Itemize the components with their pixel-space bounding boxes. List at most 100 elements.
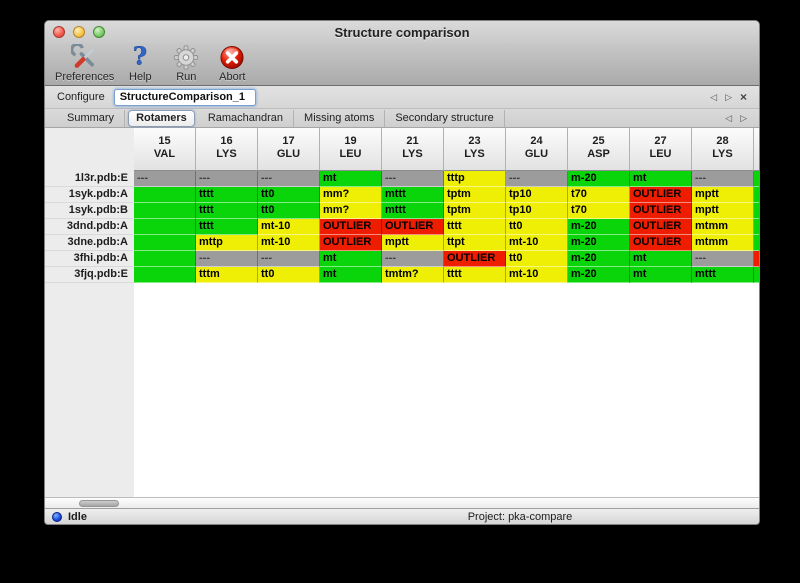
rotamer-cell[interactable]: tmtm?	[382, 267, 444, 283]
run-button[interactable]: Run	[166, 44, 206, 83]
rotamer-cell[interactable]	[134, 219, 196, 235]
rotamer-cell[interactable]: tttt	[196, 219, 258, 235]
rotamer-cell[interactable]: t70	[568, 203, 630, 219]
rotamer-cell[interactable]: m-20	[568, 235, 630, 251]
prev-tab-icon[interactable]: ◁	[725, 113, 733, 123]
rotamer-cell[interactable]: mt	[630, 251, 692, 267]
rotamer-cell[interactable]: mt	[320, 171, 382, 187]
rotamer-cell[interactable]: tp10	[506, 203, 568, 219]
prev-config-icon[interactable]: ◁	[710, 92, 718, 102]
tab-ramachandran[interactable]: Ramachandran	[198, 109, 295, 127]
preferences-button[interactable]: Preferences	[55, 44, 114, 83]
rotamer-cell[interactable]: ---	[196, 251, 258, 267]
rotamer-cell[interactable]: tp10	[506, 187, 568, 203]
rotamer-cell[interactable]: ---	[258, 171, 320, 187]
rotamer-cell[interactable]: mttt	[382, 203, 444, 219]
column-header-25[interactable]: 25 ASP	[568, 128, 630, 171]
rotamer-cell[interactable]: mm?	[320, 187, 382, 203]
rotamer-cell[interactable]: m-20	[568, 267, 630, 283]
rotamer-cell[interactable]: m-20	[568, 251, 630, 267]
rotamer-cell[interactable]: tptm	[444, 187, 506, 203]
rotamer-cell[interactable]: mptt	[692, 187, 754, 203]
rotamer-cell[interactable]: mt-10	[258, 235, 320, 251]
rotamer-cell[interactable]: ---	[382, 251, 444, 267]
rotamer-cell[interactable]: m-20	[568, 171, 630, 187]
rotamer-cell[interactable]: mt-10	[258, 219, 320, 235]
column-header-17[interactable]: 17 GLU	[258, 128, 320, 171]
close-config-icon[interactable]: ×	[739, 90, 747, 104]
rotamer-cell[interactable]: tttm	[196, 267, 258, 283]
rotamer-cell[interactable]: mt	[630, 267, 692, 283]
rotamer-cell[interactable]	[134, 267, 196, 283]
rotamer-cell-partial[interactable]	[754, 171, 759, 187]
rotamer-cell[interactable]: mttp	[196, 235, 258, 251]
rotamer-cell[interactable]: ttpt	[444, 235, 506, 251]
minimize-window-button[interactable]	[73, 26, 85, 38]
rotamer-cell[interactable]: mttt	[382, 187, 444, 203]
rotamer-cell[interactable]: tttt	[196, 203, 258, 219]
column-header-15[interactable]: 15 VAL	[134, 128, 196, 171]
rotamer-cell[interactable]: OUTLIER	[630, 235, 692, 251]
rotamer-cell[interactable]: ---	[134, 171, 196, 187]
tab-summary[interactable]: Summary	[57, 109, 126, 127]
rotamer-cell[interactable]: mt-10	[506, 267, 568, 283]
rotamer-cell[interactable]	[134, 235, 196, 251]
rotamer-cell[interactable]	[134, 203, 196, 219]
column-header-23[interactable]: 23 LYS	[444, 128, 506, 171]
close-window-button[interactable]	[53, 26, 65, 38]
rotamer-cell[interactable]: mt	[320, 251, 382, 267]
rotamer-cell[interactable]: m-20	[568, 219, 630, 235]
zoom-window-button[interactable]	[93, 26, 105, 38]
column-header-27[interactable]: 27 LEU	[630, 128, 692, 171]
rotamer-cell[interactable]: tttt	[196, 187, 258, 203]
rotamer-cell[interactable]	[134, 187, 196, 203]
next-config-icon[interactable]: ▷	[725, 92, 732, 102]
titlebar[interactable]: Structure comparison	[45, 21, 759, 43]
rotamer-cell-partial[interactable]	[754, 219, 759, 235]
rotamer-cell[interactable]: mptt	[382, 235, 444, 251]
rotamer-cell-partial[interactable]	[754, 187, 759, 203]
rotamer-cell[interactable]: tttt	[444, 267, 506, 283]
rotamer-cell[interactable]: OUTLIER	[320, 235, 382, 251]
next-tab-icon[interactable]: ▷	[740, 113, 747, 123]
column-header-28[interactable]: 28 LYS	[692, 128, 754, 171]
rotamer-cell-partial[interactable]	[754, 235, 759, 251]
rotamer-cell[interactable]: mttt	[692, 267, 754, 283]
rotamer-cell-partial[interactable]	[754, 251, 759, 267]
rotamer-cell-partial[interactable]	[754, 203, 759, 219]
rotamer-cell[interactable]: ---	[692, 251, 754, 267]
rotamer-cell[interactable]: OUTLIER	[630, 219, 692, 235]
rotamer-cell[interactable]: OUTLIER	[444, 251, 506, 267]
configure-name-input[interactable]	[113, 88, 256, 106]
rotamer-cell[interactable]: tttt	[444, 219, 506, 235]
rotamer-cell[interactable]: OUTLIER	[630, 203, 692, 219]
tab-rotamers[interactable]: Rotamers	[128, 109, 195, 127]
rotamer-cell[interactable]: tt0	[258, 187, 320, 203]
rotamer-cell[interactable]: tt0	[258, 267, 320, 283]
rotamer-cell[interactable]: tt0	[258, 203, 320, 219]
column-header-21[interactable]: 21 LYS	[382, 128, 444, 171]
rotamer-cell[interactable]: tt0	[506, 251, 568, 267]
tab-missing-atoms[interactable]: Missing atoms	[294, 109, 386, 127]
tab-secondary-structure[interactable]: Secondary structure	[385, 109, 505, 127]
rotamer-cell-partial[interactable]	[754, 267, 759, 283]
column-header-16[interactable]: 16 LYS	[196, 128, 258, 171]
rotamer-cell[interactable]: OUTLIER	[382, 219, 444, 235]
rotamer-cell[interactable]: mt-10	[506, 235, 568, 251]
rotamer-cell[interactable]: ---	[382, 171, 444, 187]
rotamer-cell[interactable]: mtmm	[692, 235, 754, 251]
rotamer-cell[interactable]: OUTLIER	[320, 219, 382, 235]
rotamer-cell[interactable]: tttp	[444, 171, 506, 187]
rotamer-cell[interactable]: mtmm	[692, 219, 754, 235]
column-header-24[interactable]: 24 GLU	[506, 128, 568, 171]
rotamer-cell[interactable]: tt0	[506, 219, 568, 235]
horizontal-scrollbar[interactable]	[45, 497, 759, 508]
rotamer-cell[interactable]: mt	[630, 171, 692, 187]
rotamer-cell[interactable]: ---	[258, 251, 320, 267]
rotamer-cell[interactable]: mptt	[692, 203, 754, 219]
help-button[interactable]: ? Help	[120, 44, 160, 83]
rotamer-cell[interactable]: t70	[568, 187, 630, 203]
column-header-19[interactable]: 19 LEU	[320, 128, 382, 171]
rotamer-cell[interactable]	[134, 251, 196, 267]
rotamer-cell[interactable]: tptm	[444, 203, 506, 219]
